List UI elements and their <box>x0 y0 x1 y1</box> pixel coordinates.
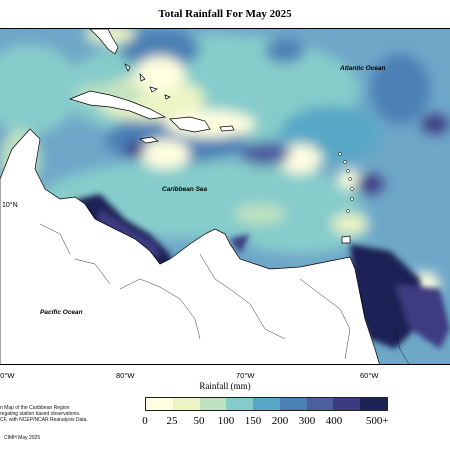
jamaica <box>139 136 159 144</box>
legend-swatch <box>333 398 361 410</box>
legend-label: 50 <box>193 415 205 427</box>
bahamas <box>124 63 171 100</box>
credit-text: CIMH May 2025 <box>4 435 41 441</box>
legend-label: 100 <box>217 415 235 427</box>
lat-10n-label: 10°N <box>2 201 18 209</box>
legend-swatch <box>226 398 254 410</box>
rainfall-map: Atlantic Ocean Caribbean Sea Pacific Oce… <box>0 28 450 365</box>
legend-label: 25 <box>166 415 178 427</box>
source-note: n Map of the Caribbean Region regating s… <box>0 405 110 423</box>
trinidad <box>341 235 351 244</box>
lesser-antilles <box>338 152 354 213</box>
legend-swatch <box>253 398 280 410</box>
cuba <box>68 90 167 120</box>
legend-swatch <box>279 398 307 410</box>
lon-70w-label: 70°W <box>236 371 255 380</box>
legend-label: 150 <box>244 415 262 427</box>
map-title: Total Rainfall For May 2025 <box>158 8 292 20</box>
legend-colorbar <box>145 397 388 411</box>
puerto-rico <box>219 125 235 132</box>
source-line-1: n Map of the Caribbean Region <box>0 405 70 411</box>
legend-swatch <box>172 398 200 410</box>
rainfall-field <box>0 29 449 296</box>
legend-label: 300 <box>298 415 316 427</box>
atlantic-ocean-label: Atlantic Ocean <box>339 65 386 72</box>
legend-swatch <box>146 398 173 410</box>
legend-label: 400 <box>325 415 343 427</box>
florida <box>89 29 119 55</box>
legend-labels: 0 25 50 100 150 200 300 400 500+ <box>140 415 420 429</box>
borders <box>39 223 410 364</box>
land <box>0 29 380 364</box>
central-america-land <box>0 128 380 364</box>
legend-swatch <box>199 398 227 410</box>
legend-title: Rainfall (mm) <box>199 381 251 391</box>
source-line-3: CF, with NCEP/NCAR Reanalysis Data. <box>0 417 88 423</box>
legend-swatch <box>360 398 388 410</box>
legend-label: 200 <box>271 415 289 427</box>
pacific-ocean-label: Pacific Ocean <box>40 309 83 316</box>
source-line-2: regating station based observations. <box>0 411 81 417</box>
legend-label: 500+ <box>365 415 389 427</box>
lon-90w-label: 90°W <box>0 371 15 380</box>
legend-swatch <box>306 398 334 410</box>
legend-label: 0 <box>142 415 148 427</box>
lon-80w-label: 80°W <box>116 371 135 380</box>
hispaniola <box>169 116 211 133</box>
lon-60w-label: 60°W <box>360 371 379 380</box>
caribbean-sea-label: Caribbean Sea <box>162 186 208 193</box>
